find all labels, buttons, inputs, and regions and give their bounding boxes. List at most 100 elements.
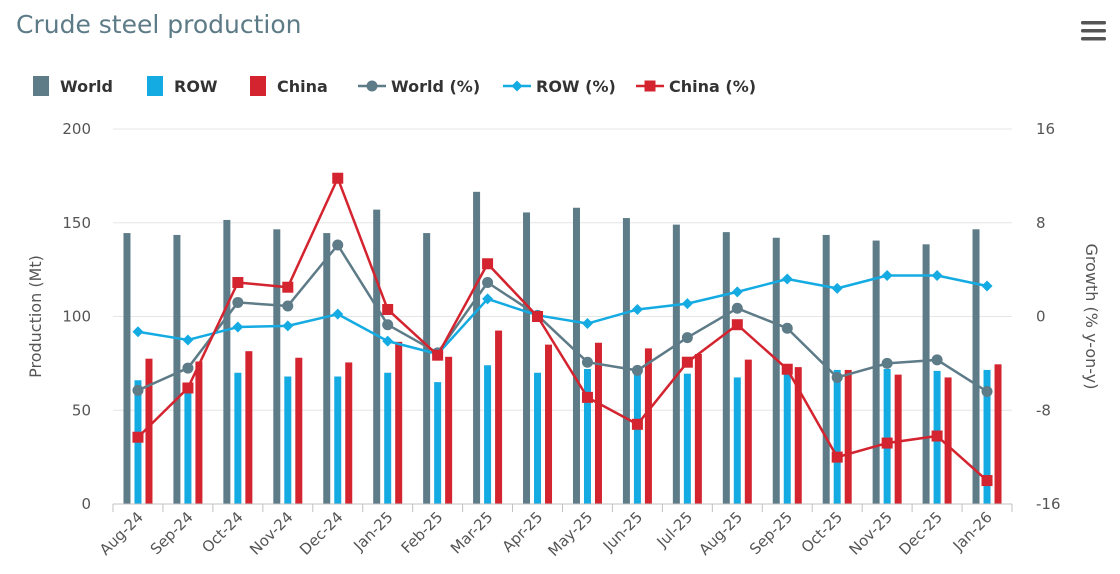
bar-row	[783, 372, 791, 504]
point-row-pct	[931, 269, 943, 281]
bar-world	[622, 218, 630, 504]
bar-china	[644, 348, 652, 504]
point-row-pct	[182, 334, 194, 346]
point-china-pct	[382, 303, 394, 315]
y2-tick-label: -8	[1036, 401, 1051, 419]
point-world-pct	[232, 296, 244, 308]
bar-china	[744, 359, 752, 504]
bar-world	[223, 219, 231, 504]
legend-label: China	[277, 77, 328, 96]
bar-china	[545, 344, 553, 504]
x-tick-label: Aug-25	[695, 508, 746, 559]
chart-title: Crude steel production	[16, 10, 302, 39]
y2-tick-label: 8	[1036, 214, 1046, 232]
bar-china	[844, 369, 852, 504]
legend-item-world[interactable]: World	[33, 76, 113, 96]
point-world-pct	[931, 354, 943, 366]
point-row-pct	[831, 282, 843, 294]
y-tick-label: 0	[81, 495, 91, 513]
point-row-pct	[881, 269, 893, 281]
bar-world	[672, 224, 680, 504]
point-china-pct	[432, 349, 444, 361]
bar-row	[534, 372, 542, 504]
x-tick-label: Nov-24	[246, 508, 296, 558]
bar-row	[234, 372, 242, 504]
bar-china	[445, 356, 453, 504]
bar-row	[833, 369, 841, 504]
legend-label: World (%)	[391, 77, 480, 96]
bar-row	[184, 387, 192, 504]
legend-marker	[644, 80, 656, 92]
bar-world	[173, 234, 181, 504]
legend-item-row-pct[interactable]: ROW (%)	[503, 77, 616, 96]
menu-icon[interactable]	[1081, 21, 1106, 41]
legend-item-world-pct[interactable]: World (%)	[358, 77, 480, 96]
x-tick-label: Oct-24	[198, 508, 246, 556]
point-row-pct	[382, 335, 394, 347]
point-china-pct	[881, 437, 893, 449]
bar-china	[944, 377, 952, 504]
bar-row	[983, 369, 991, 504]
y-tick-label: 50	[72, 401, 91, 419]
x-tick-label: Jun-25	[599, 508, 646, 555]
point-china-pct	[681, 356, 693, 368]
y2-tick-label: 16	[1036, 120, 1055, 138]
bar-china	[145, 358, 153, 504]
menu-icon-bar	[1081, 37, 1106, 41]
bar-world	[323, 233, 331, 504]
legend-label: World	[60, 77, 113, 96]
bar-china	[894, 374, 902, 504]
lines	[132, 172, 993, 487]
x-tick-label: May-25	[545, 508, 597, 560]
bar-world	[123, 233, 131, 504]
x-tick-label: Jan-25	[349, 508, 396, 555]
bar-china	[245, 351, 253, 504]
bar-row	[733, 377, 741, 504]
bar-world	[572, 207, 580, 504]
point-row-pct	[631, 303, 643, 315]
x-tick-label: Jan-26	[949, 508, 996, 555]
point-world-pct	[581, 356, 593, 368]
bar-row	[484, 365, 492, 504]
point-row-pct	[332, 308, 344, 320]
point-row-pct	[132, 326, 144, 338]
bar-world	[473, 191, 481, 504]
bar-row	[434, 382, 442, 504]
y-axis-title: Production (Mt)	[26, 255, 45, 378]
point-china-pct	[581, 391, 593, 403]
point-world-pct	[132, 384, 144, 396]
x-tick-label: Apr-25	[499, 508, 547, 556]
line-world-pct	[137, 243, 988, 393]
point-row-pct	[981, 280, 993, 292]
bar-row	[583, 369, 591, 504]
y-tick-label: 150	[62, 214, 91, 232]
point-row-pct	[681, 298, 693, 310]
bar-china	[694, 354, 702, 504]
point-row-pct	[482, 293, 494, 305]
legend-label: ROW (%)	[536, 77, 616, 96]
point-world-pct	[731, 302, 743, 314]
legend-swatch	[33, 76, 49, 96]
x-tick-label: Jul-25	[653, 508, 697, 552]
x-tick-label: Oct-25	[798, 508, 846, 556]
legend-item-china[interactable]: China	[250, 76, 328, 96]
point-china-pct	[132, 431, 144, 443]
point-china-pct	[631, 418, 643, 430]
bar-world	[822, 234, 830, 504]
bar-china	[395, 341, 403, 504]
point-world-pct	[781, 322, 793, 334]
y2-axis-title: Growth (% y-on-y)	[1082, 244, 1101, 390]
point-row-pct	[731, 286, 743, 298]
point-world-pct	[981, 386, 993, 397]
legend-item-row[interactable]: ROW	[147, 76, 218, 96]
bar-world	[273, 229, 281, 504]
point-china-pct	[282, 281, 294, 293]
bar-row	[883, 369, 891, 504]
bar-world	[872, 240, 880, 504]
bar-row	[384, 372, 392, 504]
bar-china	[195, 361, 203, 504]
y-tick-label: 200	[62, 120, 91, 138]
legend-item-china-pct[interactable]: China (%)	[636, 77, 756, 96]
bar-world	[373, 209, 381, 504]
